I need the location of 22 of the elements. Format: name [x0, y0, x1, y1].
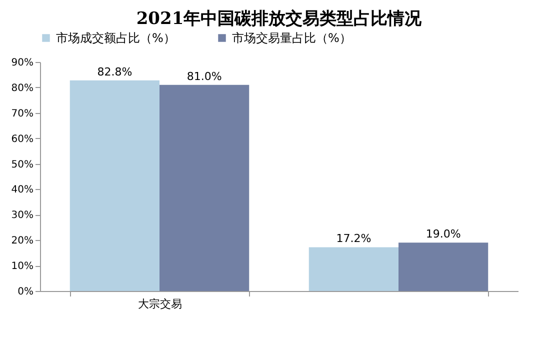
- legend-label: 市场交易量占比（%）: [232, 31, 352, 45]
- bar: [70, 80, 160, 291]
- y-tick-label: 80%: [11, 82, 34, 94]
- y-tick-label: 60%: [11, 134, 34, 145]
- bar: [398, 242, 488, 291]
- y-tick-label: 50%: [11, 159, 34, 170]
- y-tick-label: 30%: [11, 210, 34, 222]
- x-tick-label: 大宗交易: [138, 298, 182, 310]
- y-tick-label: 10%: [11, 261, 34, 272]
- legend-label: 市场成交额占比（%）: [56, 31, 176, 45]
- y-tick-label: 70%: [11, 108, 34, 120]
- data-label: 17.2%: [336, 232, 372, 246]
- bar: [160, 84, 250, 291]
- y-tick-label: 20%: [11, 236, 34, 247]
- y-tick-label: 40%: [11, 184, 34, 196]
- data-label: 81.0%: [186, 70, 222, 83]
- data-label: 82.8%: [97, 65, 132, 78]
- data-label: 19.0%: [426, 228, 461, 241]
- bar: [308, 247, 398, 291]
- chart-title: 2021年中国碳排放交易类型占比情况: [136, 9, 423, 29]
- y-tick-label: 90%: [11, 58, 34, 68]
- y-tick-label: 0%: [18, 286, 34, 298]
